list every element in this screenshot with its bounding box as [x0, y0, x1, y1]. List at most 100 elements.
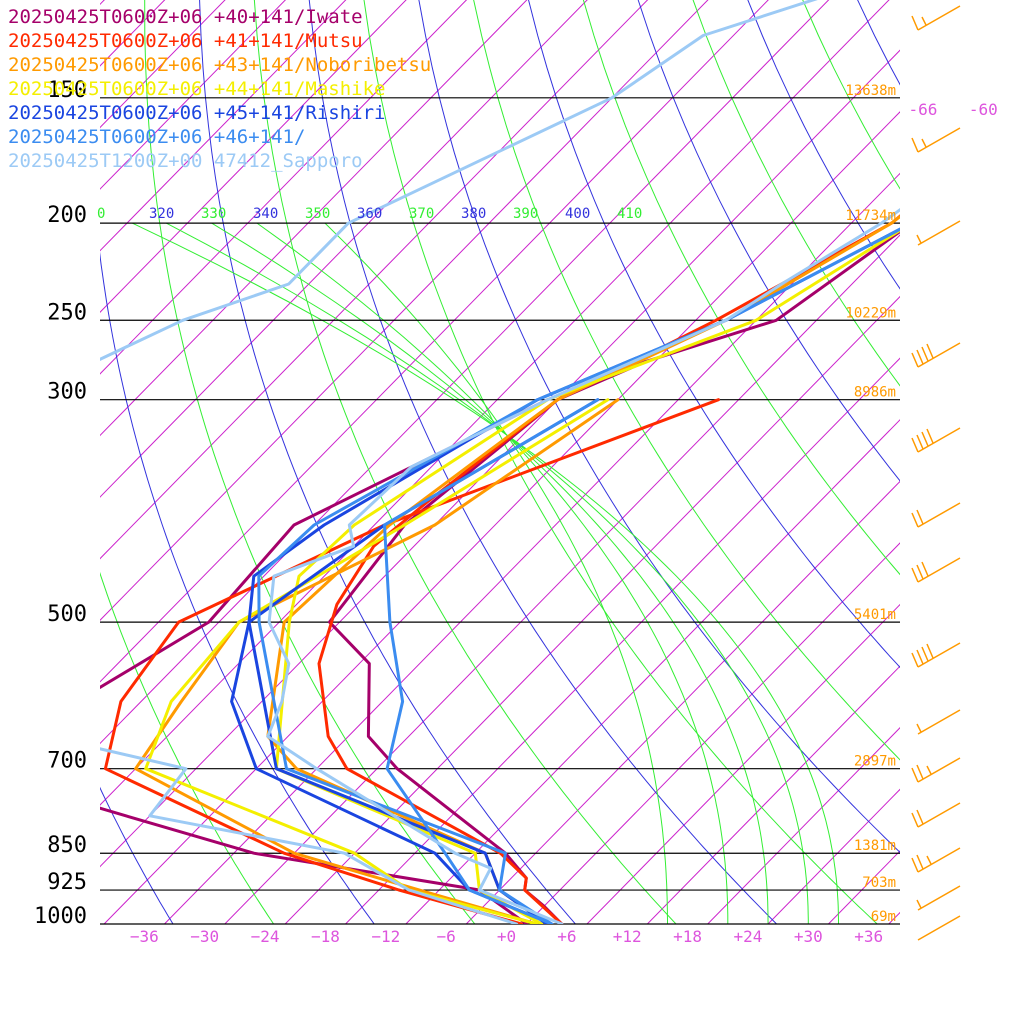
- 46n-temp-line: [257, 227, 900, 924]
- sounding-profiles: [100, 0, 900, 924]
- wind-barb-icon: [911, 757, 961, 783]
- wind-barb-feather: [911, 512, 919, 528]
- height-label: 2897m: [854, 754, 896, 770]
- wind-barb-icon: [916, 885, 961, 911]
- isotherm-line: [224, 234, 900, 924]
- isotherm-line: [405, 419, 900, 924]
- dry-adiabat-line: [418, 0, 900, 853]
- wind-barb-staff: [917, 5, 961, 31]
- isotherm-line: [646, 665, 900, 924]
- pressure-label: 250: [47, 300, 87, 325]
- dry-adiabat-line: [747, 0, 900, 290]
- legend-entry: 20250425T0600Z+06 +43+141/Noboribetsu: [8, 54, 431, 76]
- temp-tick-label: +18: [673, 927, 702, 946]
- wind-barb-staff: [917, 342, 961, 368]
- pressure-label: 200: [47, 203, 87, 228]
- wind-barb-half-feather: [916, 723, 922, 733]
- legend-entry: 20250425T0600Z+06 +40+141/Iwate: [8, 6, 363, 28]
- wind-barb-feather: [916, 854, 924, 870]
- theta-label: 360: [357, 206, 382, 222]
- legend-entry: 20250425T0600Z+06 +46+141/: [8, 126, 305, 148]
- mashike-dew-line: [144, 398, 610, 924]
- moist-adiabat-line: [211, 222, 769, 924]
- dry-adiabat-line: [788, 0, 1024, 924]
- dry-adiabat-line: [363, 0, 878, 924]
- dry-adiabat-line: [473, 0, 900, 761]
- theta-labels: 0 320 330 340 350 360 370 380 390 400 410: [97, 206, 642, 222]
- wind-barb-icon: [911, 847, 961, 873]
- wind-barb-staff: [917, 220, 961, 246]
- wind-barb-feather: [911, 857, 919, 873]
- wind-barb-staff: [917, 757, 961, 783]
- wind-barb-feather: [916, 509, 924, 525]
- 46n-dew-line: [383, 398, 600, 924]
- wind-barb-half-feather: [916, 234, 922, 244]
- wind-barb-feather: [911, 137, 919, 153]
- wind-barb-staff: [917, 709, 961, 735]
- temp-tick-label: +12: [613, 927, 642, 946]
- pressure-label: 150: [47, 78, 87, 103]
- wind-barb-icon: [911, 502, 961, 528]
- wind-barb-feather: [921, 431, 929, 447]
- pressure-label: 1000: [34, 904, 87, 929]
- wind-barb-icon: [916, 220, 961, 246]
- theta-label: 330: [201, 206, 226, 222]
- theta-label: 380: [461, 206, 486, 222]
- height-label: 10229m: [845, 305, 896, 321]
- isotherm-line: [949, 0, 1024, 924]
- legend: 20250425T0600Z+06 +40+141/Iwate 20250425T…: [8, 6, 431, 172]
- wind-barb-feather: [926, 643, 934, 659]
- upper-temp-label: -66: [908, 100, 937, 119]
- wind-barb-feather: [911, 767, 919, 783]
- wind-barb-feather: [911, 352, 919, 368]
- height-label: 69m: [871, 909, 896, 925]
- wind-barb-feather: [916, 434, 924, 450]
- wind-barb-half-feather: [916, 899, 922, 909]
- wind-barb-staff: [917, 885, 961, 911]
- wind-barb-staff: [917, 557, 961, 583]
- isotherm-line: [465, 480, 900, 924]
- pressure-label: 700: [47, 749, 87, 774]
- wind-barb-half-feather: [921, 16, 927, 26]
- wind-barb-feather: [911, 812, 919, 828]
- isotherm-line: [284, 295, 900, 924]
- temp-tick-label: +24: [733, 927, 762, 946]
- isotherm-line: [1010, 0, 1024, 924]
- temp-tick-label: −36: [130, 927, 159, 946]
- wind-barb-staff: [917, 802, 961, 828]
- wind-barb-feather: [926, 343, 934, 359]
- pressure-label: 300: [47, 380, 87, 405]
- temp-tick-label: −24: [251, 927, 280, 946]
- temp-tick-label: +0: [497, 927, 516, 946]
- theta-label: 320: [149, 206, 174, 222]
- wind-barb-half-feather: [926, 765, 932, 775]
- temp-tick-label: −6: [437, 927, 456, 946]
- wind-barb-feather: [916, 649, 924, 665]
- pressure-label: 925: [47, 870, 87, 895]
- wind-barb-staff: [917, 127, 961, 153]
- mashike-temp-line: [274, 228, 900, 924]
- wind-barb-icon: [911, 342, 961, 368]
- dry-adiabat-line: [692, 0, 900, 387]
- dry-adiabat-line: [100, 571, 275, 924]
- dry-adiabat-line: [528, 0, 900, 669]
- wind-barb-icon: [911, 5, 961, 31]
- temp-tick-label: +30: [794, 927, 823, 946]
- theta-label: 370: [409, 206, 434, 222]
- wind-barb-icon: [911, 802, 961, 828]
- theta-label: 340: [253, 206, 278, 222]
- wind-barb-feather: [921, 646, 929, 662]
- rishiri-temp-line: [247, 227, 900, 924]
- wind-barb-half-feather: [926, 855, 932, 865]
- dry-adiabat-line: [144, 0, 476, 924]
- wind-barb-staff: [917, 847, 961, 873]
- theta-label: 0: [97, 206, 105, 222]
- upper-temperature-labels: -66-60-54-48: [908, 100, 997, 119]
- height-label: 11734m: [845, 208, 896, 224]
- wind-barb-feather: [916, 809, 924, 825]
- theta-label: 410: [617, 206, 642, 222]
- moist-adiabat-line: [256, 222, 729, 924]
- sapporo-dew-line: [100, 0, 818, 924]
- wind-barb-staff: [917, 642, 961, 668]
